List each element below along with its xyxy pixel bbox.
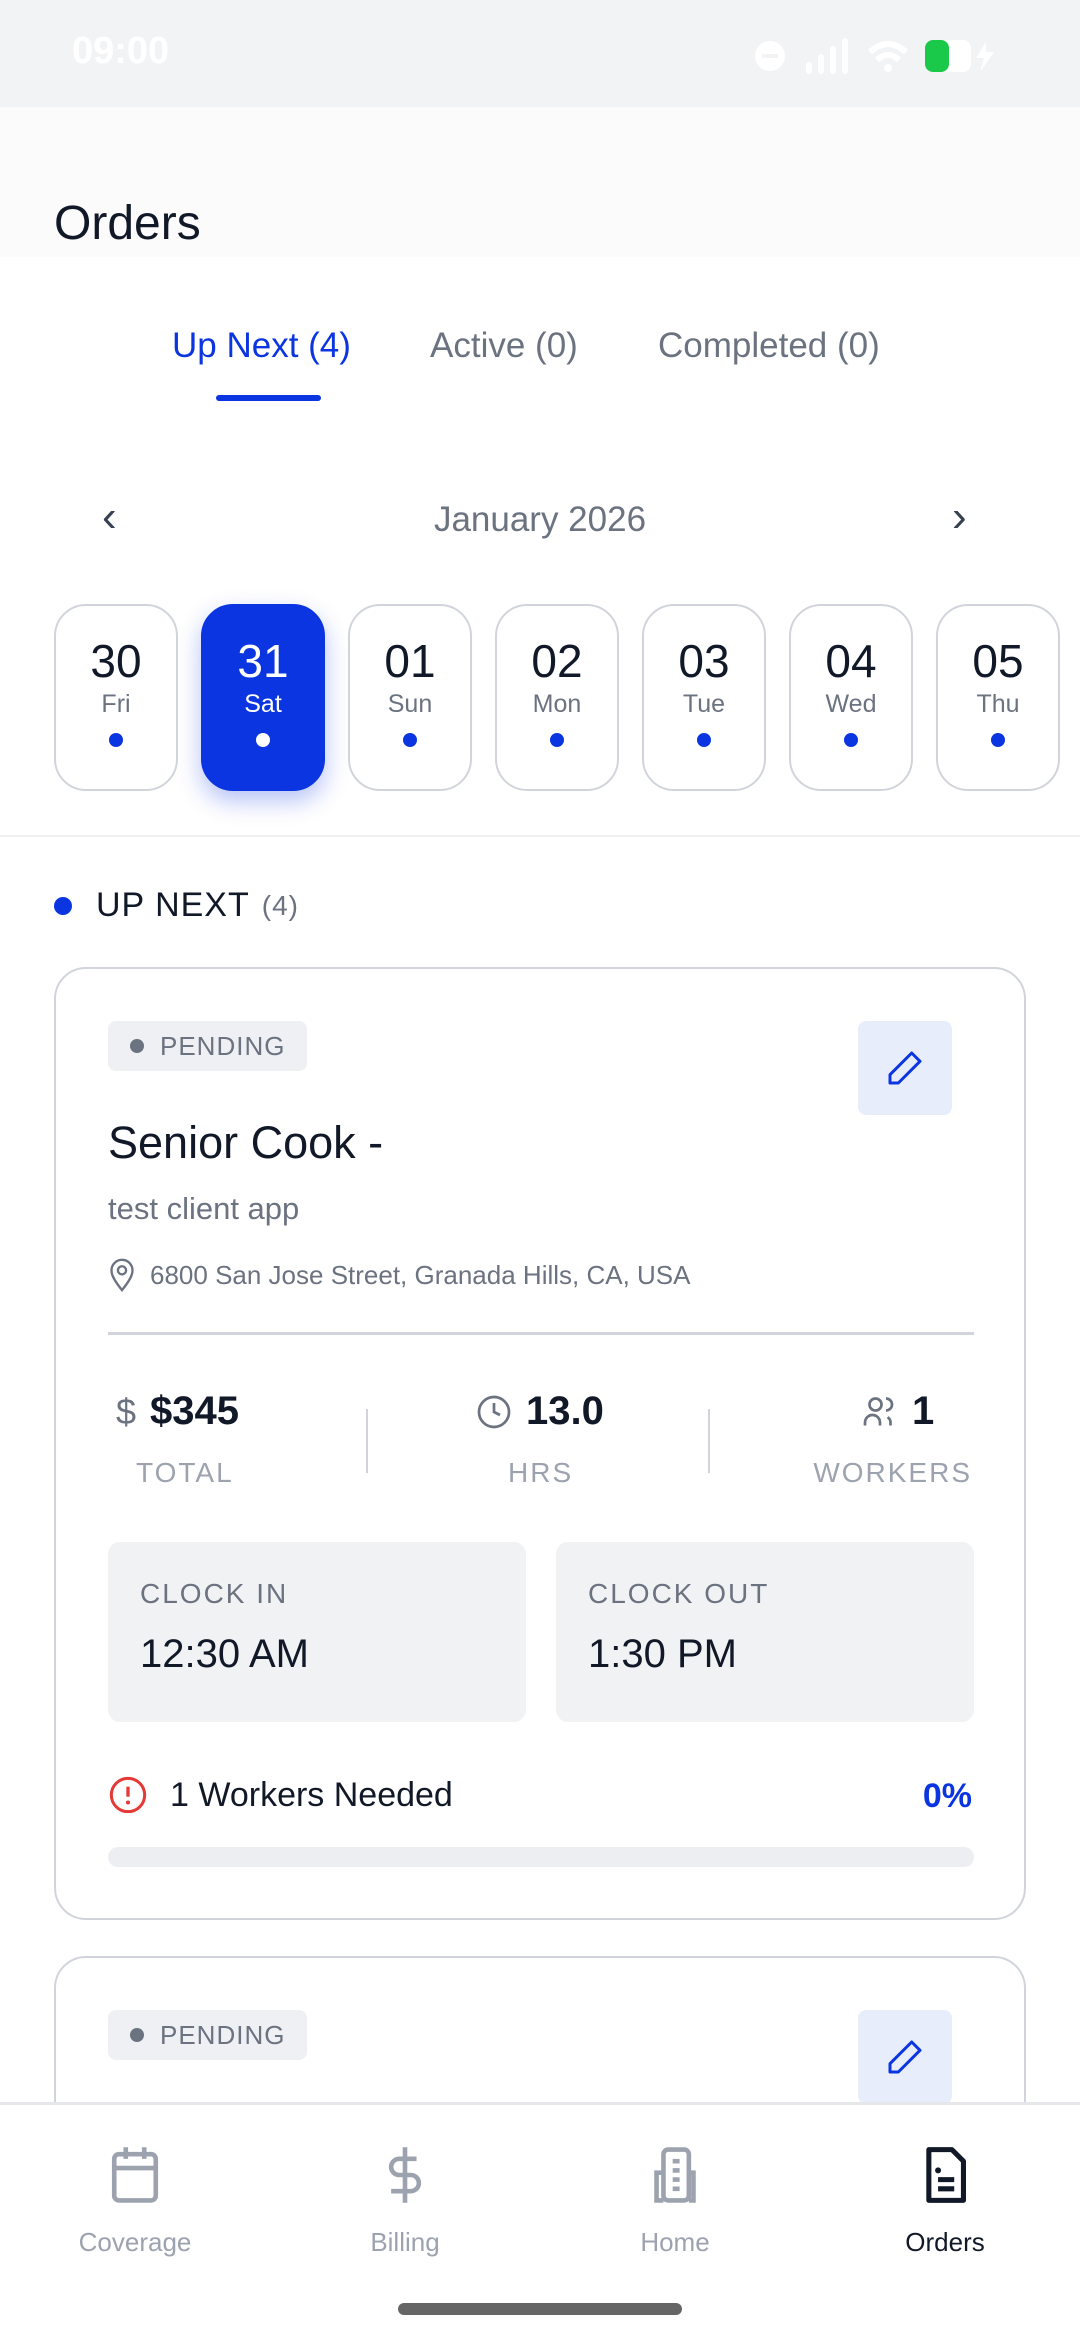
date-pill[interactable]: 03 Tue <box>642 604 766 791</box>
hours-value: 13.0 <box>526 1389 604 1433</box>
date-day: 04 <box>825 635 877 687</box>
nav-label: Coverage <box>78 2227 192 2257</box>
status-icons <box>755 38 994 74</box>
event-dot <box>697 733 711 747</box>
nav-label: Home <box>640 2227 710 2257</box>
date-day: 02 <box>531 635 583 687</box>
status-badge: PENDING <box>108 1021 308 1071</box>
pencil-icon <box>888 1051 922 1085</box>
date-weekday: Sat <box>244 690 282 718</box>
date-pill[interactable]: 02 Mon <box>495 604 619 791</box>
divider <box>0 835 1080 837</box>
date-day: 30 <box>90 635 142 687</box>
workers-needed-text: 1 Workers Needed <box>170 1775 453 1814</box>
calendar-icon <box>111 2147 159 2203</box>
date-pill[interactable]: 31 Sat <box>201 604 325 791</box>
client-name: test client app <box>108 1191 300 1226</box>
total-stat: $ $345 <box>116 1389 239 1434</box>
workers-needed: 1 Workers Needed <box>108 1775 453 1815</box>
header <box>0 107 1080 257</box>
order-card[interactable]: PENDING Senior Cook - test client app 68… <box>54 967 1026 1920</box>
date-pill[interactable]: 30 Fri <box>54 604 178 791</box>
job-title: Senior Cook - <box>108 1117 384 1168</box>
date-pill[interactable]: 05 Thu <box>936 604 1060 791</box>
date-day: 05 <box>972 635 1024 687</box>
edit-button[interactable] <box>858 1021 952 1115</box>
tab-up-next[interactable]: Up Next (4) <box>172 326 351 365</box>
pencil-icon <box>888 2040 922 2074</box>
home-indicator[interactable] <box>398 2303 682 2315</box>
alert-circle-icon <box>109 1776 147 1814</box>
location-pin-icon <box>110 1258 134 1293</box>
workers-label: WORKERS <box>813 1457 972 1488</box>
separator <box>366 1409 368 1473</box>
hours-label: HRS <box>508 1457 574 1488</box>
chevron-right-icon[interactable]: › <box>952 492 967 541</box>
clock-in-label: CLOCK IN <box>140 1578 289 1609</box>
date-day: 01 <box>384 635 436 687</box>
separator <box>708 1409 710 1473</box>
status-text: PENDING <box>160 2019 286 2050</box>
section-dot <box>54 896 72 915</box>
section-header: UP NEXT (4) <box>54 886 299 925</box>
page-title: Orders <box>54 197 201 250</box>
edit-button[interactable] <box>858 2010 952 2104</box>
document-icon <box>926 2147 966 2203</box>
progress-bar <box>108 1847 974 1867</box>
tab-active[interactable]: Active (0) <box>430 326 578 365</box>
section-label: UP NEXT <box>96 886 250 924</box>
dollar-icon <box>388 2147 422 2203</box>
event-dot <box>550 733 564 747</box>
nav-orders[interactable]: Orders <box>845 2145 1045 2258</box>
status-bar: 09:00 <box>0 0 1080 107</box>
date-pill[interactable]: 04 Wed <box>789 604 913 791</box>
date-pill[interactable]: 01 Sun <box>348 604 472 791</box>
active-tab-indicator <box>216 395 321 401</box>
event-dot <box>256 733 270 747</box>
nav-label: Billing <box>370 2227 440 2257</box>
nav-home[interactable]: Home <box>575 2145 775 2258</box>
address: 6800 San Jose Street, Granada Hills, CA,… <box>108 1257 691 1293</box>
clock-in-box: CLOCK IN 12:30 AM <box>108 1542 526 1722</box>
chevron-left-icon[interactable]: ‹ <box>102 492 117 541</box>
date-day: 03 <box>678 635 730 687</box>
date-weekday: Fri <box>101 690 131 718</box>
address-text: 6800 San Jose Street, Granada Hills, CA,… <box>150 1259 691 1290</box>
dollar-icon: $ <box>116 1390 137 1432</box>
nav-billing[interactable]: Billing <box>305 2145 505 2258</box>
clock-icon <box>477 1395 511 1428</box>
clock-out-value: 1:30 PM <box>588 1632 737 1676</box>
status-text: PENDING <box>160 1030 286 1061</box>
date-weekday: Tue <box>682 690 726 718</box>
total-value: $345 <box>150 1389 240 1433</box>
users-icon <box>863 1396 894 1425</box>
workers-value: 1 <box>912 1389 935 1433</box>
building-icon <box>654 2147 696 2203</box>
date-weekday: Sun <box>387 690 433 718</box>
event-dot <box>109 733 123 747</box>
date-day: 31 <box>237 635 289 687</box>
tab-completed[interactable]: Completed (0) <box>658 326 880 365</box>
nav-coverage[interactable]: Coverage <box>35 2145 235 2258</box>
nav-label: Orders <box>905 2227 985 2257</box>
section-count: (4) <box>261 889 299 921</box>
event-dot <box>991 733 1005 747</box>
clock-out-label: CLOCK OUT <box>588 1578 770 1609</box>
event-dot <box>403 733 417 747</box>
status-badge: PENDING <box>108 2010 308 2060</box>
clock-out-box: CLOCK OUT 1:30 PM <box>556 1542 974 1722</box>
workers-stat: 1 <box>862 1389 934 1434</box>
date-weekday: Mon <box>532 690 582 718</box>
event-dot <box>844 733 858 747</box>
total-label: TOTAL <box>136 1457 234 1488</box>
progress-percent: 0% <box>922 1777 972 1815</box>
date-weekday: Thu <box>976 690 1020 718</box>
date-weekday: Wed <box>825 690 877 718</box>
month-label: January 2026 <box>433 500 647 539</box>
bottom-nav: Coverage Billing Home Orders <box>0 2102 1080 2340</box>
hours-stat: 13.0 <box>476 1389 604 1434</box>
clock-in-value: 12:30 AM <box>140 1632 310 1676</box>
status-time: 09:00 <box>72 30 170 72</box>
divider <box>108 1332 974 1335</box>
